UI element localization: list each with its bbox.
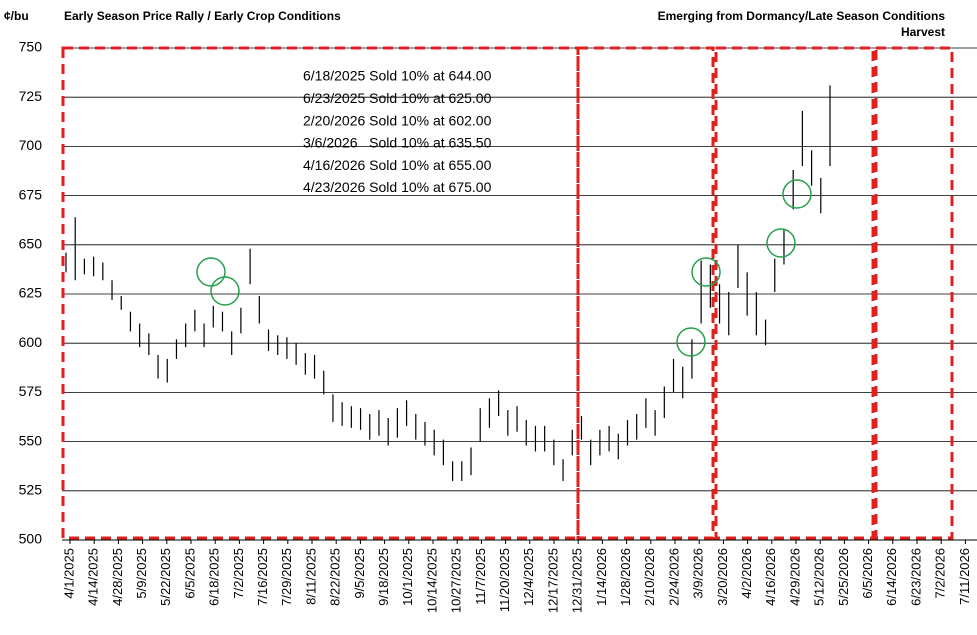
sale-circle <box>691 257 721 287</box>
sale-circle <box>782 179 812 209</box>
section-title: Harvest <box>901 25 945 39</box>
price-bars <box>65 85 831 481</box>
x-tick-label: 2/24/2026 <box>666 548 681 606</box>
x-tick-label: 7/16/2025 <box>255 548 270 606</box>
x-tick-label: 6/5/2026 <box>860 548 875 599</box>
x-tick-label: 7/29/2025 <box>279 548 294 606</box>
sale-circle <box>196 257 226 287</box>
annotation: 4/16/2026 Sold 10% at 655.00 <box>303 157 492 173</box>
season-boxes <box>61 46 954 540</box>
section-title: Emerging from Dormancy/Late Season Condi… <box>658 9 946 23</box>
x-tick-label: 7/2/2026 <box>933 548 948 599</box>
y-tick-label: 650 <box>19 236 43 252</box>
y-tick-label: 500 <box>19 531 43 547</box>
x-tick-label: 1/14/2026 <box>594 548 609 606</box>
y-tick-label: 550 <box>19 432 43 448</box>
sale-circle <box>766 228 796 258</box>
annotation: 6/18/2025 Sold 10% at 644.00 <box>303 68 492 84</box>
season-box <box>874 46 954 540</box>
x-tick-label: 11/7/2025 <box>473 548 488 605</box>
season-box <box>714 46 875 540</box>
y-tick-label: 725 <box>19 88 43 104</box>
annotation: 6/23/2025 Sold 10% at 625.00 <box>303 90 492 106</box>
sale-circle <box>676 327 706 357</box>
x-tick-label: 3/20/2026 <box>715 548 730 606</box>
x-tick-label: 5/9/2025 <box>134 548 149 599</box>
y-tick-label: 675 <box>19 186 43 202</box>
x-tick-label: 1/28/2026 <box>618 548 633 606</box>
x-tick-label: 6/18/2025 <box>207 548 222 606</box>
x-tick-label: 2/10/2026 <box>642 548 657 606</box>
y-tick-label: 625 <box>19 285 43 301</box>
x-tick-label: 6/14/2026 <box>884 548 899 606</box>
x-tick-label: 12/17/2025 <box>545 548 560 613</box>
y-tick-label: 525 <box>19 482 43 498</box>
y-tick-label: 700 <box>19 137 43 153</box>
sale-circle <box>210 276 240 306</box>
season-box <box>576 46 715 540</box>
y-tick-label: 575 <box>19 383 43 399</box>
x-tick-label: 4/28/2025 <box>110 548 125 606</box>
x-tick-label: 4/29/2026 <box>787 548 802 606</box>
x-tick-label: 10/14/2025 <box>424 548 439 613</box>
x-tick-label: 7/11/2026 <box>957 548 972 605</box>
x-tick-label: 6/23/2026 <box>908 548 923 606</box>
x-tick-label: 4/1/2025 <box>61 548 76 599</box>
annotations: 6/18/2025 Sold 10% at 644.00 6/23/2025 So… <box>303 68 492 196</box>
x-tick-label: 9/5/2025 <box>352 548 367 599</box>
x-tick-label: 5/25/2026 <box>836 548 851 606</box>
sale-markers <box>196 179 812 357</box>
x-tick-label: 9/18/2025 <box>376 548 391 606</box>
x-tick-label: 10/1/2025 <box>400 548 415 606</box>
x-tick-label: 4/16/2026 <box>763 548 778 606</box>
x-tick-label: 6/5/2025 <box>182 548 197 599</box>
x-tick-label: 7/2/2025 <box>231 548 246 599</box>
grid: 500 525 550 575 600 625 650 675 700 725 750 <box>19 39 977 547</box>
x-tick-label: 5/22/2025 <box>158 548 173 606</box>
y-tick-label: 750 <box>19 39 43 55</box>
y-unit: ¢/bu <box>4 9 29 23</box>
x-tick-label: 8/11/2025 <box>303 548 318 605</box>
x-tick-label: 5/12/2026 <box>812 548 827 606</box>
season-box <box>61 46 580 540</box>
section-title: Early Season Price Rally / Early Crop Co… <box>64 9 341 23</box>
x-tick-label: 12/4/2025 <box>521 548 536 606</box>
x-axis: 4/1/2025 4/14/2025 4/28/2025 5/9/2025 5/22/2… <box>61 539 977 613</box>
x-tick-label: 8/22/2025 <box>328 548 343 606</box>
annotation: 3/6/2026 Sold 10% at 635.50 <box>303 135 492 151</box>
y-tick-label: 600 <box>19 334 43 350</box>
x-tick-label: 4/14/2025 <box>86 548 101 606</box>
annotation: 4/23/2026 Sold 10% at 675.00 <box>303 179 492 195</box>
x-tick-label: 3/9/2026 <box>691 548 706 599</box>
x-tick-label: 12/31/2025 <box>570 548 585 613</box>
annotation: 2/20/2026 Sold 10% at 602.00 <box>303 112 492 128</box>
x-tick-label: 10/27/2025 <box>449 548 464 613</box>
x-tick-label: 4/2/2026 <box>739 548 754 599</box>
x-tick-label: 11/20/2025 <box>497 548 512 612</box>
